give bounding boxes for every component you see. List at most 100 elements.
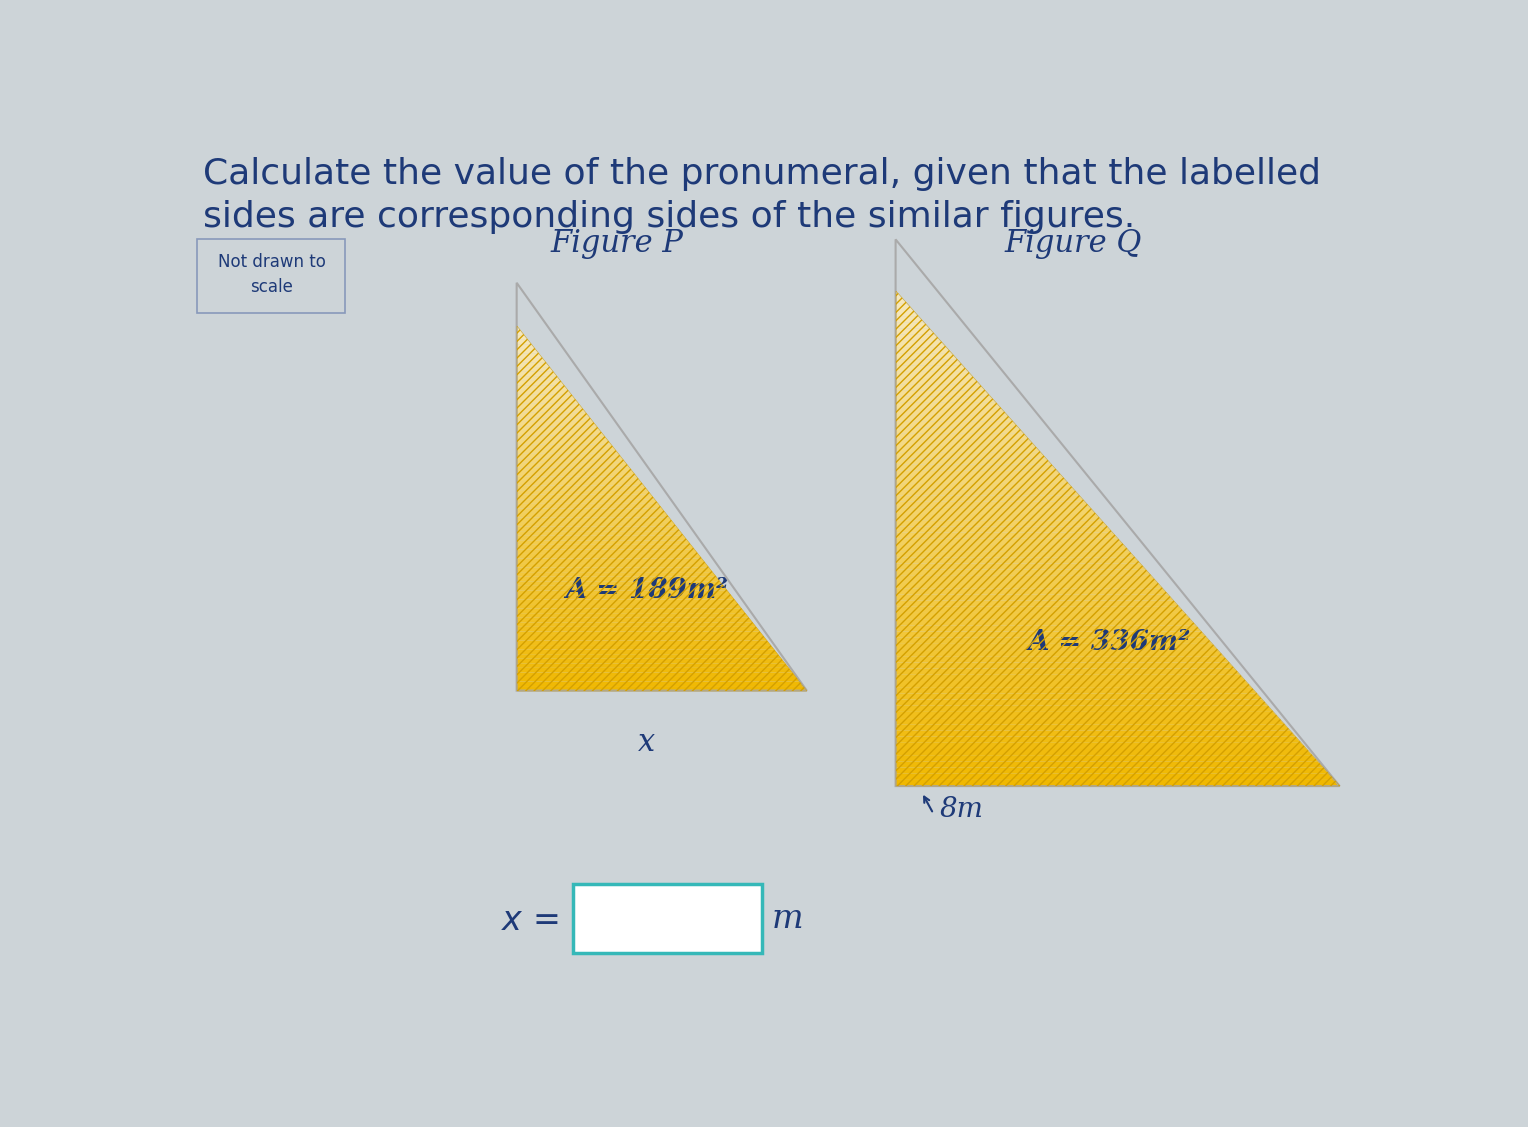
Polygon shape [895, 774, 1334, 780]
Polygon shape [895, 601, 1178, 606]
Polygon shape [516, 349, 538, 354]
Polygon shape [895, 687, 1256, 693]
Polygon shape [516, 604, 741, 609]
Polygon shape [895, 675, 1245, 681]
Polygon shape [516, 445, 614, 450]
Polygon shape [895, 606, 1184, 613]
Polygon shape [895, 477, 1068, 483]
Polygon shape [895, 638, 1212, 644]
Polygon shape [516, 531, 683, 535]
Polygon shape [895, 489, 1079, 496]
Polygon shape [895, 706, 1273, 712]
Polygon shape [516, 659, 785, 664]
Polygon shape [516, 636, 767, 640]
Polygon shape [516, 440, 611, 445]
Text: Not drawn to
scale: Not drawn to scale [217, 252, 325, 295]
Polygon shape [516, 477, 640, 481]
Polygon shape [895, 668, 1239, 675]
Polygon shape [516, 431, 604, 435]
Polygon shape [516, 640, 770, 645]
Polygon shape [516, 540, 691, 544]
Polygon shape [516, 631, 764, 636]
Polygon shape [516, 372, 556, 376]
Polygon shape [895, 322, 929, 329]
Polygon shape [516, 573, 717, 577]
Polygon shape [516, 363, 549, 367]
Polygon shape [895, 625, 1201, 631]
Text: A = 189m²: A = 189m² [565, 577, 729, 604]
Polygon shape [516, 481, 643, 486]
Polygon shape [895, 558, 1140, 564]
Polygon shape [895, 502, 1089, 508]
Polygon shape [895, 737, 1300, 743]
Polygon shape [895, 631, 1207, 638]
Polygon shape [895, 446, 1041, 452]
Polygon shape [516, 385, 567, 390]
Polygon shape [895, 292, 902, 298]
Polygon shape [516, 495, 654, 499]
FancyBboxPatch shape [573, 885, 762, 952]
Polygon shape [895, 613, 1190, 619]
Polygon shape [516, 340, 532, 345]
Polygon shape [516, 394, 575, 399]
FancyBboxPatch shape [197, 239, 345, 313]
Polygon shape [895, 304, 912, 310]
Polygon shape [895, 329, 935, 335]
Polygon shape [895, 594, 1174, 601]
Polygon shape [516, 381, 564, 385]
Polygon shape [516, 421, 596, 426]
Polygon shape [895, 767, 1328, 774]
Polygon shape [895, 650, 1222, 656]
Polygon shape [516, 554, 701, 559]
Polygon shape [516, 564, 709, 568]
Polygon shape [895, 749, 1313, 755]
Polygon shape [516, 335, 527, 340]
Polygon shape [895, 712, 1279, 718]
Polygon shape [516, 582, 723, 586]
Polygon shape [895, 681, 1251, 687]
Polygon shape [895, 569, 1151, 576]
Polygon shape [895, 663, 1235, 668]
Polygon shape [895, 514, 1102, 521]
Polygon shape [516, 544, 694, 549]
Polygon shape [516, 591, 730, 595]
Polygon shape [516, 459, 625, 463]
Polygon shape [516, 468, 633, 472]
Polygon shape [516, 435, 607, 440]
Polygon shape [895, 372, 973, 378]
Polygon shape [895, 780, 1340, 787]
Polygon shape [516, 358, 545, 363]
Polygon shape [516, 454, 622, 459]
Text: sides are corresponding sides of the similar figures.: sides are corresponding sides of the sim… [203, 201, 1135, 234]
Polygon shape [516, 673, 796, 677]
Polygon shape [895, 347, 950, 353]
Polygon shape [516, 499, 659, 504]
Polygon shape [516, 330, 524, 335]
Polygon shape [895, 452, 1045, 459]
Polygon shape [516, 577, 720, 582]
Polygon shape [895, 551, 1134, 558]
Polygon shape [516, 586, 727, 591]
Polygon shape [895, 440, 1034, 446]
Polygon shape [516, 513, 669, 517]
Polygon shape [895, 588, 1167, 594]
Polygon shape [895, 644, 1218, 650]
Polygon shape [516, 686, 807, 691]
Polygon shape [895, 365, 967, 372]
Polygon shape [516, 517, 672, 522]
Polygon shape [895, 743, 1306, 749]
Polygon shape [895, 397, 996, 402]
Polygon shape [516, 490, 651, 495]
Polygon shape [895, 459, 1051, 464]
Polygon shape [895, 656, 1229, 663]
Text: x: x [639, 727, 656, 758]
Polygon shape [895, 693, 1262, 700]
Polygon shape [895, 762, 1323, 767]
Polygon shape [516, 463, 630, 468]
Text: Figure Q: Figure Q [1004, 228, 1141, 259]
Polygon shape [895, 434, 1028, 440]
Polygon shape [895, 378, 979, 384]
Polygon shape [516, 668, 793, 673]
Polygon shape [516, 367, 553, 372]
Polygon shape [895, 533, 1117, 539]
